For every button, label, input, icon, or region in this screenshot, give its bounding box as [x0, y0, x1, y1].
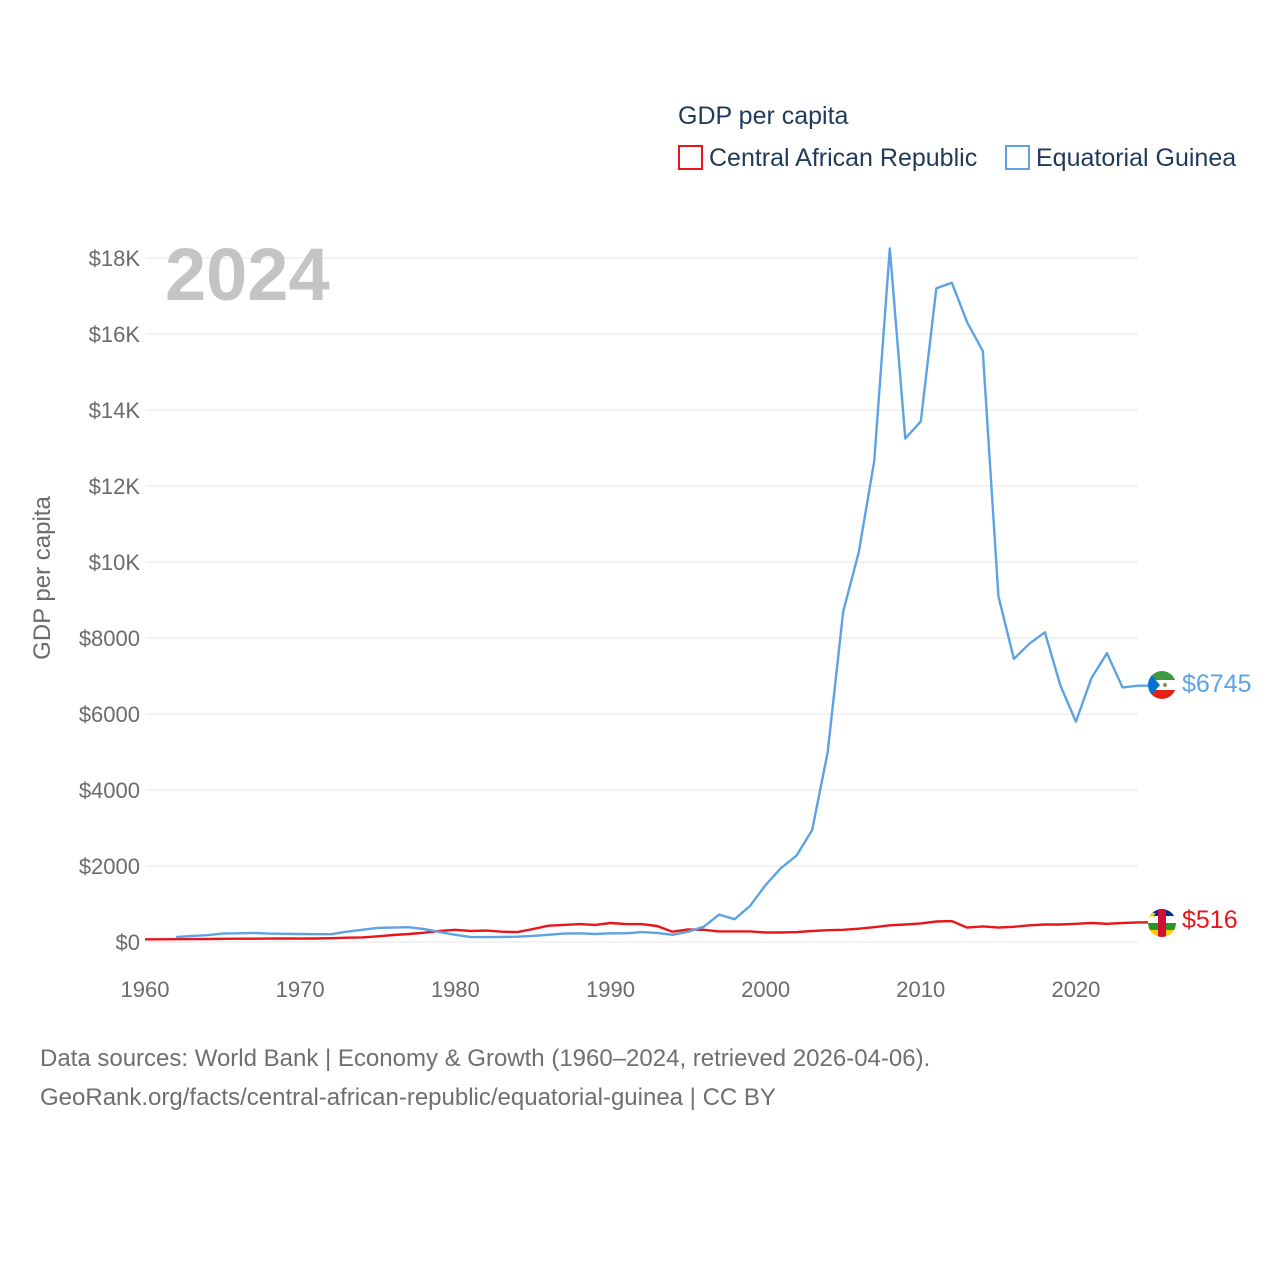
y-tick-label: $8000 — [79, 626, 140, 651]
x-tick-label: 1980 — [431, 977, 480, 1002]
y-tick-label: $18K — [89, 246, 141, 271]
series-lines — [145, 247, 1148, 941]
end-label-equatorial-guinea: $6745 — [1182, 670, 1252, 698]
legend-label-equatorial-guinea[interactable]: Equatorial Guinea — [1036, 144, 1236, 172]
y-tick-label: $12K — [89, 474, 141, 499]
source-line-1: Data sources: World Bank | Economy & Gro… — [40, 1045, 931, 1072]
y-tick-label: $6000 — [79, 702, 140, 727]
y-axis-ticks: $0 $2000 $4000 $6000 $8000 $10K $12K $14K $16K $1… — [79, 246, 141, 955]
x-tick-label: 2020 — [1051, 977, 1100, 1002]
x-axis-ticks: 1960 1970 1980 1990 2000 2010 2020 — [121, 977, 1101, 1002]
x-tick-label: 2010 — [896, 977, 945, 1002]
x-tick-label: 1970 — [276, 977, 325, 1002]
x-tick-label: 2000 — [741, 977, 790, 1002]
legend-title: GDP per capita — [678, 102, 849, 130]
gridlines — [145, 257, 1138, 943]
y-tick-label: $10K — [89, 550, 141, 575]
legend: GDP per capita Central African Republic … — [678, 102, 1236, 172]
end-label-central-african-republic: $516 — [1182, 906, 1238, 934]
legend-swatch-central-african-republic[interactable] — [678, 145, 703, 170]
y-axis-label: GDP per capita — [29, 496, 56, 660]
legend-label-central-african-republic[interactable]: Central African Republic — [709, 144, 977, 172]
y-tick-label: $14K — [89, 398, 141, 423]
equatorial-guinea-flag-icon — [1148, 671, 1176, 699]
x-tick-label: 1960 — [121, 977, 170, 1002]
series-line-central-african-republic[interactable] — [145, 919, 1139, 941]
central-african-republic-flag-icon — [1148, 909, 1176, 937]
y-tick-label: $0 — [116, 930, 140, 955]
year-watermark: 2024 — [165, 233, 330, 316]
y-tick-label: $2000 — [79, 854, 140, 879]
source-line-2: GeoRank.org/facts/central-african-republ… — [40, 1084, 776, 1111]
legend-swatch-equatorial-guinea[interactable] — [1005, 145, 1030, 170]
y-tick-label: $16K — [89, 322, 141, 347]
series-line-equatorial-guinea[interactable] — [175, 247, 1139, 939]
y-tick-label: $4000 — [79, 778, 140, 803]
x-tick-label: 1990 — [586, 977, 635, 1002]
